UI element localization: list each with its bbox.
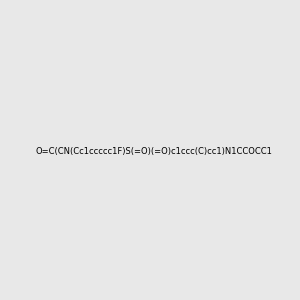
Text: O=C(CN(Cc1ccccc1F)S(=O)(=O)c1ccc(C)cc1)N1CCOCC1: O=C(CN(Cc1ccccc1F)S(=O)(=O)c1ccc(C)cc1)N… <box>35 147 272 156</box>
